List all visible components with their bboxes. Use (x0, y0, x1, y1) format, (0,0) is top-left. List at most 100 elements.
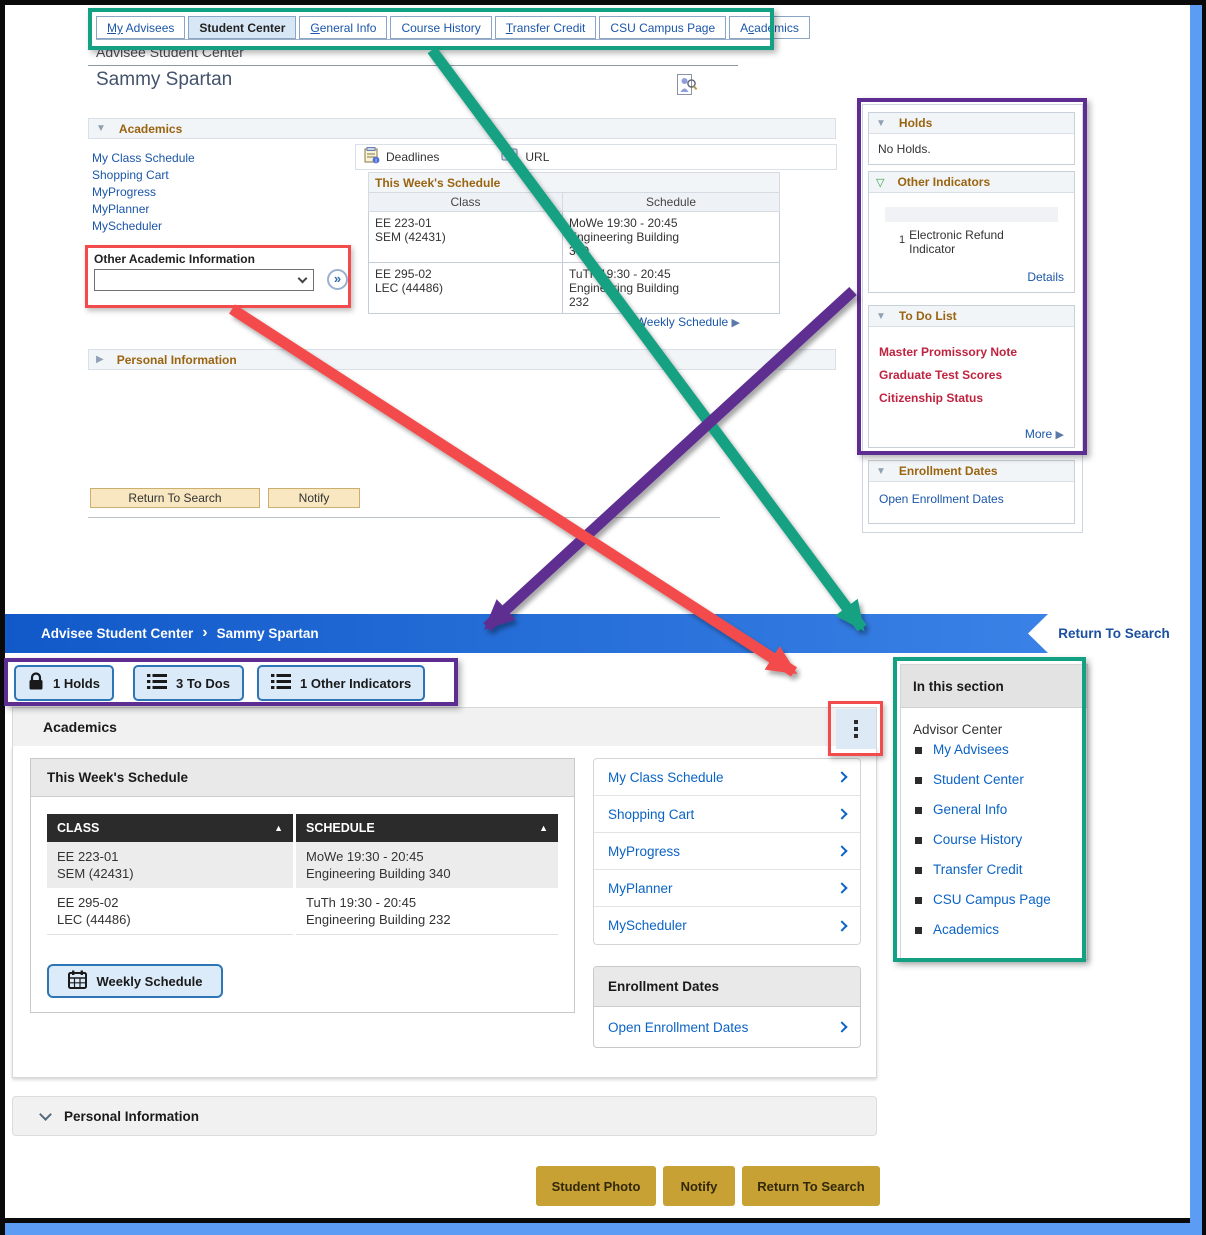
bullet-icon (915, 866, 922, 874)
section-item-general-info[interactable]: General Info (915, 801, 1087, 819)
section-item-transfer-credit[interactable]: Transfer Credit (915, 861, 1087, 879)
todo-graduate-test-scores[interactable]: Graduate Test Scores (879, 368, 1003, 382)
fluid-banner: Advisee Student Center › Sammy Spartan (5, 614, 1186, 653)
fluid-return-to-search-button[interactable]: Return To Search (1028, 614, 1186, 653)
holds-chip[interactable]: 1 Holds (14, 665, 114, 701)
breadcrumb: Advisee Student Center › Sammy Spartan (41, 624, 319, 641)
section-item-csu-campus-page[interactable]: CSU Campus Page (915, 891, 1087, 909)
enrollment-dates-header[interactable]: ▼ Enrollment Dates (869, 461, 1074, 482)
todo-list-box: ▼ To Do List Master Promissory Note Grad… (868, 305, 1075, 448)
fluid-enrollment-dates-card: Enrollment Dates Open Enrollment Dates (593, 966, 861, 1048)
chevron-right-icon (836, 808, 848, 820)
section-group-label: Advisor Center (913, 722, 1003, 737)
indicator-row: 1 Electronic Refund Indicator (869, 222, 1074, 256)
column-header-schedule[interactable]: SCHEDULE ▲ (296, 814, 558, 842)
student-photo-button[interactable]: Student Photo (536, 1166, 656, 1206)
other-academic-info-select[interactable] (94, 269, 314, 291)
indicator-strip (885, 207, 1058, 222)
details-link[interactable]: Details (1027, 270, 1064, 284)
tab-csu-campus-page[interactable]: CSU Campus Page (599, 16, 727, 39)
tab-student-center[interactable]: Student Center (188, 16, 297, 39)
tab-general-info[interactable]: General Info (299, 16, 388, 39)
bullet-icon (915, 776, 922, 784)
table-row: EE 295-02 LEC (44486) TuTh 19:30 - 20:45… (368, 263, 780, 314)
holds-empty-text: No Holds. (878, 142, 931, 156)
link-myscheduler[interactable]: MyScheduler (92, 219, 163, 233)
list-item-myscheduler[interactable]: MyScheduler (594, 907, 860, 944)
weekly-schedule-link[interactable]: Weekly Schedule ▶ (635, 315, 740, 329)
classic-page-label: Advisee Student Center (96, 44, 244, 60)
list-item-my-class-schedule[interactable]: My Class Schedule (594, 759, 860, 796)
more-link[interactable]: More ▶ (1024, 427, 1064, 441)
section-item-my-advisees[interactable]: My Advisees (915, 741, 1087, 759)
todo-citizenship-status[interactable]: Citizenship Status (879, 391, 984, 405)
chevron-right-icon (836, 919, 848, 932)
tab-transfer-credit[interactable]: Transfer Credit (494, 16, 597, 39)
fluid-enrollment-dates-title: Enrollment Dates (594, 967, 860, 1007)
tab-course-history[interactable]: Course History (390, 16, 492, 39)
notify-button[interactable]: Notify (268, 488, 360, 508)
weekly-schedule-button[interactable]: Weekly Schedule (47, 964, 223, 998)
todos-chip[interactable]: 3 To Dos (133, 665, 244, 701)
tab-academics[interactable]: Academics (729, 16, 810, 39)
demographic-data-icon[interactable] (676, 73, 698, 102)
link-myplanner[interactable]: MyPlanner (92, 202, 150, 216)
fluid-schedule-title: This Week's Schedule (31, 759, 574, 797)
todo-master-promissory-note[interactable]: Master Promissory Note (879, 345, 1018, 359)
chevron-right-icon (836, 845, 848, 857)
fluid-schedule-card: This Week's Schedule CLASS ▲ SCHEDULE ▲ … (30, 758, 575, 1013)
link-shopping-cart[interactable]: Shopping Cart (92, 168, 169, 182)
link-myprogress[interactable]: MyProgress (92, 185, 157, 199)
section-item-academics[interactable]: Academics (915, 921, 1087, 939)
tab-my-advisees[interactable]: My Advisees (96, 16, 186, 39)
enrollment-dates-box: ▼ Enrollment Dates Open Enrollment Dates (868, 460, 1075, 524)
classic-academics-section-header[interactable]: ▼ Academics (88, 118, 836, 139)
table-row: EE 295-02 LEC (44486) TuTh 19:30 - 20:45… (47, 888, 558, 935)
link-my-class-schedule[interactable]: My Class Schedule (92, 151, 195, 165)
collapse-triangle-icon: ▼ (876, 117, 886, 129)
section-item-course-history[interactable]: Course History (915, 831, 1087, 849)
fluid-academics-header: Academics (12, 707, 877, 747)
classic-academics-links: My Class Schedule Shopping Cart MyProgre… (92, 151, 195, 236)
list-icon (271, 673, 291, 693)
classic-tab-bar: My Advisees Student Center General Info … (96, 16, 810, 40)
url-link[interactable]: URL (525, 150, 550, 164)
list-item-shopping-cart[interactable]: Shopping Cart (594, 796, 860, 833)
breadcrumb-student: Sammy Spartan (216, 626, 319, 641)
table-row: EE 223-01 SEM (42431) MoWe 19:30 - 20:45… (368, 212, 780, 263)
list-item-open-enrollment-dates[interactable]: Open Enrollment Dates (594, 1007, 860, 1047)
fluid-schedule-table: CLASS ▲ SCHEDULE ▲ EE 223-01 SEM (42431)… (47, 814, 558, 935)
classic-personal-info-section-header[interactable]: ▶ Personal Information (88, 349, 836, 370)
go-button[interactable]: » (327, 269, 348, 290)
table-row: EE 223-01 SEM (42431) MoWe 19:30 - 20:45… (47, 842, 558, 888)
kebab-menu-button[interactable] (836, 709, 876, 749)
return-to-search-button[interactable]: Return To Search (90, 488, 260, 508)
open-enrollment-dates-link[interactable]: Open Enrollment Dates (879, 492, 1004, 506)
column-header-class[interactable]: CLASS ▲ (47, 814, 293, 842)
chevron-down-icon (297, 273, 308, 283)
classic-toolbar: i Deadlines URL (355, 144, 837, 170)
svg-text:i: i (375, 158, 376, 164)
in-this-section-panel: In this section Advisor Center My Advise… (900, 664, 1088, 960)
holds-header[interactable]: ▼ Holds (869, 113, 1074, 134)
chevron-right-icon (836, 771, 848, 783)
section-item-student-center[interactable]: Student Center (915, 771, 1087, 789)
arrow-right-icon: ▶ (731, 317, 740, 329)
fluid-return-to-search-bottom-button[interactable]: Return To Search (742, 1166, 880, 1206)
fluid-notify-button[interactable]: Notify (663, 1166, 735, 1206)
holds-box: ▼ Holds No Holds. (868, 112, 1075, 165)
breadcrumb-root[interactable]: Advisee Student Center (41, 626, 194, 641)
fluid-personal-info-section-header[interactable]: Personal Information (12, 1096, 877, 1136)
bullet-icon (915, 806, 922, 814)
list-item-myplanner[interactable]: MyPlanner (594, 870, 860, 907)
other-indicators-header[interactable]: ▽ Other Indicators (869, 172, 1074, 193)
todo-list-header[interactable]: ▼ To Do List (869, 306, 1074, 327)
divider (88, 65, 738, 66)
list-item-myprogress[interactable]: MyProgress (594, 833, 860, 870)
in-this-section-title: In this section (901, 665, 1087, 708)
collapsed-triangle-icon: ▶ (96, 354, 104, 365)
other-indicators-chip[interactable]: 1 Other Indicators (257, 665, 426, 701)
window-edge-bottom (5, 1223, 1190, 1235)
deadlines-link[interactable]: Deadlines (386, 150, 440, 164)
